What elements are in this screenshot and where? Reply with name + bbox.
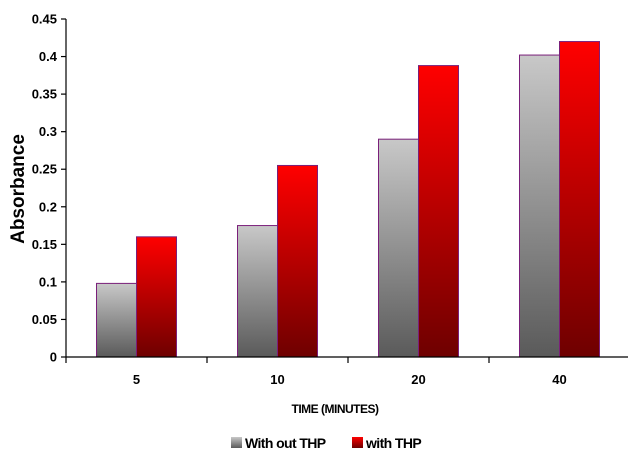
bar-without-thp-40 — [519, 54, 560, 358]
y-tick-label: 0.3 — [39, 124, 57, 139]
y-tick-label: 0.2 — [39, 199, 57, 214]
x-tick-label: 10 — [270, 372, 284, 387]
bar-without-thp-20 — [378, 138, 419, 358]
bar-without-thp-5 — [96, 282, 137, 358]
y-tick-label: 0.35 — [32, 87, 57, 102]
y-tick-label: 0.15 — [32, 237, 57, 252]
x-tick-label: 40 — [552, 372, 566, 387]
x-axis-title: TIME (MINUTES) — [292, 402, 379, 416]
bar-with-thp-40 — [559, 41, 600, 358]
legend: With out THP with THP — [231, 435, 422, 451]
legend-swatch — [352, 437, 363, 448]
axes-layer: 0 0.05 0.1 0.15 0.2 0.25 0.3 0.35 0.4 0.45 5 10 20 40 — [32, 12, 628, 387]
y-tick-label: 0.05 — [32, 312, 57, 327]
legend-item-with-thp: with THP — [352, 435, 422, 451]
x-tick-label: 5 — [133, 372, 140, 387]
legend-label: With out THP — [245, 435, 326, 451]
y-tick-label: 0.4 — [39, 49, 58, 64]
legend-item-without-thp: With out THP — [231, 435, 326, 451]
legend-swatch — [231, 437, 242, 448]
y-tick-label: 0.1 — [39, 274, 57, 289]
bar-with-thp-10 — [277, 164, 318, 358]
y-tick-label: 0.45 — [32, 12, 57, 27]
legend-label: with THP — [365, 435, 421, 451]
labels-layer: Absorbance TIME (MINUTES) — [8, 134, 379, 416]
bars-layer — [96, 41, 600, 358]
y-tick-label: 0 — [50, 350, 57, 365]
y-axis-title: Absorbance — [8, 134, 29, 244]
bar-with-thp-5 — [136, 236, 177, 358]
x-tick-label: 20 — [411, 372, 425, 387]
bar-with-thp-20 — [418, 65, 459, 358]
bar-without-thp-10 — [237, 225, 278, 358]
y-tick-label: 0.25 — [32, 162, 57, 177]
